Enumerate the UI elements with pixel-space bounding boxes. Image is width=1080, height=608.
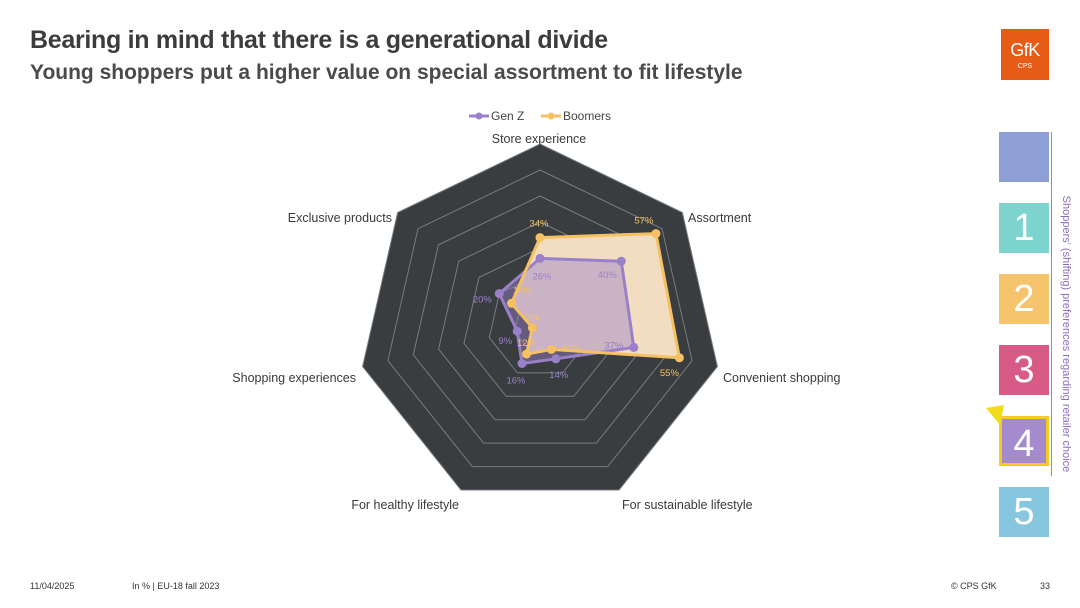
boomers-point: [674, 353, 684, 363]
category-label: Assortment: [688, 211, 752, 225]
section-nav-item[interactable]: [999, 132, 1049, 182]
radar-grid-ring: [362, 143, 718, 491]
genz-point: [551, 354, 561, 364]
genz-point: [517, 359, 527, 368]
boomers-value-label: 12%: [517, 338, 537, 349]
genz-value-label: 26%: [532, 271, 552, 282]
section-nav-item[interactable]: 3: [999, 345, 1049, 395]
category-label: For healthy lifestyle: [351, 498, 459, 512]
logo-brand: GfK: [1010, 40, 1040, 60]
footer-date: 11/04/2025: [30, 581, 75, 591]
boomers-point: [546, 344, 556, 354]
genz-value-label: 37%: [604, 340, 624, 351]
radar-chart: 26% 40% 37% 14% 16% 9% 20% 34% 57% 55% 10% 12% 3% 14%…: [232, 109, 840, 512]
category-label: Convenient shopping: [723, 371, 840, 385]
genz-line: [497, 256, 636, 365]
boomers-value-label: 3%: [526, 313, 540, 324]
boomers-value-label: 34%: [529, 219, 549, 230]
boomers-value-label: 10%: [562, 343, 582, 354]
genz-point: [629, 342, 639, 352]
boomers-legend-label: Boomers: [563, 109, 611, 123]
footer-page-number: 33: [1040, 581, 1051, 591]
boomers-point: [522, 349, 531, 359]
genz-legend-label: Gen Z: [491, 109, 524, 123]
boomers-line: [510, 232, 681, 360]
genz-point: [616, 256, 626, 266]
category-label: Shopping experiences: [232, 371, 356, 385]
genz-value-label: 16%: [506, 376, 526, 387]
logo-sub: CPS: [1017, 63, 1033, 70]
boomers-legend-marker: [547, 112, 555, 120]
section-nav-line: [1051, 132, 1052, 476]
boomers-point: [535, 233, 545, 243]
boomers-point: [527, 323, 537, 333]
section-nav-label: Shoppers' (shifting) preferences regardi…: [1060, 195, 1072, 473]
genz-value-label: 14%: [549, 370, 569, 381]
gfk-logo: GfK CPS: [1001, 29, 1049, 80]
section-nav-item[interactable]: 5: [999, 487, 1049, 537]
pointer-shape: [986, 405, 1004, 425]
genz-point: [512, 326, 522, 336]
boomers-value-label: 55%: [660, 368, 680, 379]
boomers-value-label: 14%: [513, 285, 533, 296]
genz-legend-marker: [475, 112, 483, 120]
section-nav-item[interactable]: 1: [999, 203, 1049, 253]
genz-point: [535, 253, 545, 263]
genz-value-label: 9%: [498, 336, 512, 347]
page-title: Bearing in mind that there is a generati…: [30, 26, 608, 54]
footer-copyright: © CPS GfK: [951, 581, 997, 591]
footer-source: In % | EU-18 fall 2023: [132, 581, 220, 591]
section-nav-item[interactable]: 2: [999, 274, 1049, 324]
genz-area: [499, 258, 634, 364]
boomers-point: [507, 298, 516, 308]
radar-grid-ring: [387, 169, 693, 468]
page-subtitle: Young shoppers put a higher value on spe…: [30, 61, 743, 84]
genz-point: [494, 289, 504, 299]
boomers-area: [511, 233, 680, 358]
genz-value-label: 40%: [598, 270, 618, 281]
current-section-pointer-icon: [986, 405, 1004, 425]
category-label: For sustainable lifestyle: [622, 498, 753, 512]
category-label: Exclusive products: [288, 211, 392, 225]
genz-value-label: 20%: [473, 295, 493, 306]
section-nav-item[interactable]: 4: [999, 416, 1049, 466]
category-label: Store experience: [492, 132, 587, 146]
boomers-point: [651, 229, 661, 239]
boomers-value-label: 57%: [634, 216, 654, 227]
